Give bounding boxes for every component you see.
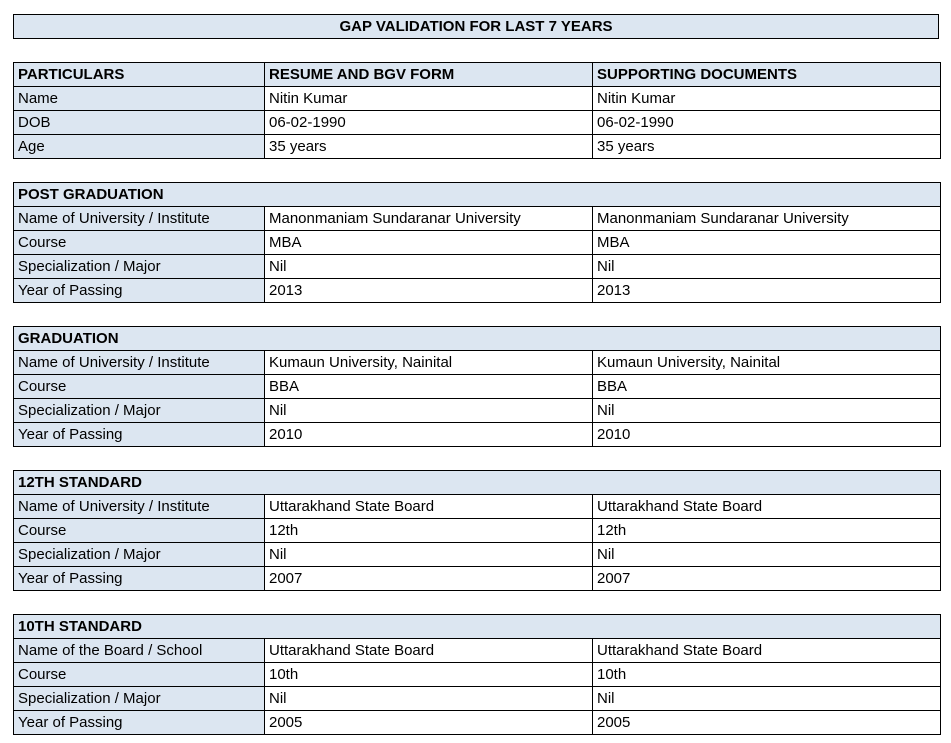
docs-value: 2005: [592, 710, 941, 735]
row-label: Name: [13, 86, 265, 111]
docs-value: Nil: [592, 254, 941, 279]
docs-value: 2013: [592, 278, 941, 303]
docs-value: 2007: [592, 566, 941, 591]
docs-value: 2010: [591, 422, 942, 447]
section-title: GRADUATION: [12, 326, 942, 351]
resume-value: Nil: [264, 254, 593, 279]
resume-value: 10th: [264, 662, 593, 687]
personal-table: PARTICULARS RESUME AND BGV FORM SUPPORTI…: [13, 62, 941, 159]
resume-value: 2010: [264, 422, 593, 447]
section-table: 10TH STANDARD Name of the Board / School…: [13, 614, 941, 735]
resume-value: 2005: [264, 710, 593, 735]
row-label: Specialization / Major: [13, 398, 265, 423]
docs-value: 10th: [592, 662, 941, 687]
resume-value: 2007: [264, 566, 593, 591]
docs-value: Uttarakhand State Board: [592, 494, 941, 519]
table-row: Course 12th 12th: [13, 518, 941, 543]
docs-value: Nitin Kumar: [592, 86, 941, 111]
docs-value: 12th: [592, 518, 941, 543]
row-label: Name of University / Institute: [13, 494, 265, 519]
row-label: Year of Passing: [13, 710, 265, 735]
resume-value: Nil: [264, 398, 593, 423]
section-title: 12TH STANDARD: [13, 470, 941, 495]
table-row: Specialization / Major Nil Nil: [13, 398, 942, 423]
row-label: Course: [13, 230, 265, 255]
header-resume: RESUME AND BGV FORM: [264, 62, 593, 87]
docs-value: 35 years: [592, 134, 941, 159]
docs-value: Kumaun University, Nainital: [591, 350, 942, 375]
table-row: Specialization / Major Nil Nil: [13, 542, 941, 567]
row-label: Year of Passing: [13, 278, 265, 303]
docs-value: BBA: [591, 374, 942, 399]
table-row: Name Nitin Kumar Nitin Kumar: [13, 86, 941, 111]
row-label: Age: [13, 134, 265, 159]
table-row: Year of Passing 2010 2010: [13, 422, 942, 447]
section-header-row: 10TH STANDARD: [13, 614, 941, 639]
resume-value: Uttarakhand State Board: [264, 638, 593, 663]
row-label: Year of Passing: [13, 422, 265, 447]
row-label: Year of Passing: [13, 566, 265, 591]
header-docs: SUPPORTING DOCUMENTS: [592, 62, 941, 87]
resume-value: MBA: [264, 230, 593, 255]
table-row: Name of University / Institute Kumaun Un…: [13, 350, 942, 375]
row-label: Specialization / Major: [13, 686, 265, 711]
row-label: Name of the Board / School: [13, 638, 265, 663]
resume-value: 35 years: [264, 134, 593, 159]
header-row: PARTICULARS RESUME AND BGV FORM SUPPORTI…: [13, 62, 941, 87]
resume-value: Nil: [264, 542, 593, 567]
section-table: POST GRADUATION Name of University / Ins…: [13, 182, 941, 303]
docs-value: Nil: [591, 398, 942, 423]
section-header-row: POST GRADUATION: [13, 182, 941, 207]
row-label: Course: [13, 374, 265, 399]
row-label: Course: [13, 662, 265, 687]
resume-value: Nil: [264, 686, 593, 711]
table-row: Name of the Board / School Uttarakhand S…: [13, 638, 941, 663]
resume-value: 06-02-1990: [264, 110, 593, 135]
row-label: Name of University / Institute: [13, 350, 265, 375]
row-label: Course: [13, 518, 265, 543]
docs-value: Manonmaniam Sundaranar University: [592, 206, 941, 231]
resume-value: Manonmaniam Sundaranar University: [264, 206, 593, 231]
docs-value: 06-02-1990: [592, 110, 941, 135]
table-row: Course 10th 10th: [13, 662, 941, 687]
page-title: GAP VALIDATION FOR LAST 7 YEARS: [13, 14, 939, 39]
row-label: Specialization / Major: [13, 254, 265, 279]
row-label: Specialization / Major: [13, 542, 265, 567]
table-row: Year of Passing 2013 2013: [13, 278, 941, 303]
section-title: 10TH STANDARD: [13, 614, 941, 639]
docs-value: Nil: [592, 542, 941, 567]
table-row: Name of University / Institute Manonmani…: [13, 206, 941, 231]
table-row: Name of University / Institute Uttarakha…: [13, 494, 941, 519]
row-label: DOB: [13, 110, 265, 135]
docs-value: Nil: [592, 686, 941, 711]
docs-value: Uttarakhand State Board: [592, 638, 941, 663]
table-row: Year of Passing 2007 2007: [13, 566, 941, 591]
row-label: Name of University / Institute: [13, 206, 265, 231]
resume-value: 2013: [264, 278, 593, 303]
table-row: Course BBA BBA: [13, 374, 942, 399]
resume-value: Nitin Kumar: [264, 86, 593, 111]
table-row: Course MBA MBA: [13, 230, 941, 255]
resume-value: Uttarakhand State Board: [264, 494, 593, 519]
resume-value: Kumaun University, Nainital: [264, 350, 593, 375]
table-row: Age 35 years 35 years: [13, 134, 941, 159]
section-table: GRADUATION Name of University / Institut…: [12, 326, 942, 447]
resume-value: BBA: [264, 374, 593, 399]
table-row: Specialization / Major Nil Nil: [13, 686, 941, 711]
section-title: POST GRADUATION: [13, 182, 941, 207]
section-header-row: GRADUATION: [12, 326, 942, 351]
section-table: 12TH STANDARD Name of University / Insti…: [13, 470, 941, 591]
table-row: DOB 06-02-1990 06-02-1990: [13, 110, 941, 135]
section-header-row: 12TH STANDARD: [13, 470, 941, 495]
resume-value: 12th: [264, 518, 593, 543]
table-row: Year of Passing 2005 2005: [13, 710, 941, 735]
table-row: Specialization / Major Nil Nil: [13, 254, 941, 279]
docs-value: MBA: [592, 230, 941, 255]
header-particulars: PARTICULARS: [13, 62, 265, 87]
